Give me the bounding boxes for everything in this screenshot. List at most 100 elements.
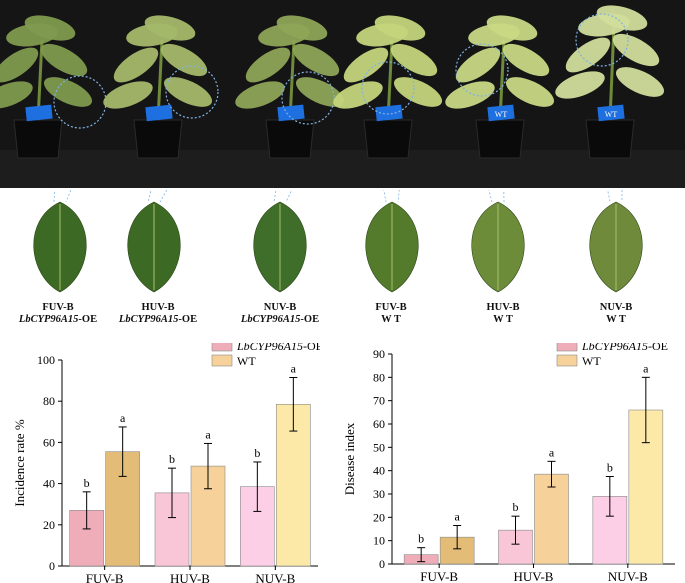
zoom-circle xyxy=(361,61,415,115)
pot-tag-label: WT xyxy=(605,110,618,119)
pot xyxy=(133,119,183,159)
y-tick-label: 60 xyxy=(373,417,385,431)
significance-letter: a xyxy=(549,445,555,459)
connector-line xyxy=(488,190,493,203)
pot-tag xyxy=(277,104,305,122)
plant-leaf xyxy=(43,77,93,107)
bar xyxy=(534,473,569,565)
plant-5: WT xyxy=(445,15,555,159)
plant-leaf xyxy=(113,47,159,83)
leaf-label-huv-wt: HUV-B W T xyxy=(486,302,520,325)
plant-leaf xyxy=(333,81,383,109)
y-axis-label: Disease index xyxy=(342,422,357,495)
pot-tag: WT xyxy=(597,104,625,122)
significance-letter: b xyxy=(513,500,519,514)
plant-leaf xyxy=(245,47,291,83)
plant-leaf xyxy=(0,81,33,109)
detached-leaf-4 xyxy=(365,190,419,293)
x-tick-label: FUV-B xyxy=(86,571,124,583)
zoom-circle xyxy=(281,71,335,125)
plant-leaf xyxy=(615,67,665,97)
leaf-label-fuv-oe: FUV-B LbCYP96A15-OE xyxy=(18,302,98,325)
plant-leaf xyxy=(276,15,328,41)
y-tick-label: 80 xyxy=(373,370,385,384)
significance-letter: b xyxy=(607,461,613,475)
significance-letter: a xyxy=(205,427,211,441)
pot-tag xyxy=(375,104,403,122)
y-tick-label: 80 xyxy=(43,394,55,408)
plant-3 xyxy=(235,15,345,159)
y-tick-label: 20 xyxy=(373,510,385,524)
leaf-label-fuv-wt: FUV-B W T xyxy=(375,302,407,325)
x-tick-label: NUV-B xyxy=(255,571,295,583)
plant-4 xyxy=(333,15,443,159)
pot xyxy=(585,119,635,159)
pot-tag xyxy=(145,104,173,122)
y-tick-label: 30 xyxy=(373,487,385,501)
leaf-label-huv-oe: HUV-B LbCYP96A15-OE xyxy=(118,302,198,325)
detached-leaf-3 xyxy=(253,190,307,293)
detached-leaf-6 xyxy=(589,190,643,293)
plant-leaf xyxy=(612,33,660,67)
significance-letter: a xyxy=(455,510,461,524)
legend-label: LbCYP96A15-OE xyxy=(581,343,668,353)
pot xyxy=(363,119,413,159)
disease-index-chart: 0 10 20 30 40 50 60 70 80 90 Disease index FUV-B b a H… xyxy=(342,343,675,583)
y-tick-label: 60 xyxy=(43,435,55,449)
connector-line xyxy=(285,190,293,203)
plant-leaf xyxy=(292,43,340,77)
connector-line xyxy=(65,190,72,203)
connector-line xyxy=(159,190,168,203)
connector-line xyxy=(53,190,56,203)
x-tick-label: HUV-B xyxy=(514,569,554,583)
x-tick-label: FUV-B xyxy=(420,569,458,583)
significance-letter: a xyxy=(120,411,126,425)
plant-leaf xyxy=(565,37,611,73)
pot-tag: WT xyxy=(487,104,515,122)
plant-leaf xyxy=(163,77,213,107)
bar xyxy=(592,496,628,565)
pot xyxy=(475,119,525,159)
plant-photo: WT WT xyxy=(0,0,685,188)
leaf-label-nuv-oe: NUV-B LbCYP96A15-OE xyxy=(240,302,320,325)
plant-leaf xyxy=(235,81,285,109)
plant-leaf xyxy=(596,5,648,31)
significance-letter: b xyxy=(254,446,260,460)
significance-letter: a xyxy=(643,361,649,375)
plant-leaf xyxy=(144,15,196,41)
zoom-circle xyxy=(455,43,509,97)
legend-swatch xyxy=(556,343,578,352)
y-tick-label: 50 xyxy=(373,440,385,454)
x-tick-label: NUV-B xyxy=(608,569,648,583)
legend-swatch xyxy=(556,354,578,367)
legend-swatch xyxy=(211,354,233,367)
detached-leaf-2 xyxy=(127,190,181,293)
pot xyxy=(13,119,63,159)
photo-bench xyxy=(0,150,685,188)
significance-letter: b xyxy=(418,532,424,546)
significance-letter: a xyxy=(291,362,297,376)
plant-leaf xyxy=(555,71,605,99)
plant-leaf xyxy=(24,15,76,41)
plant-leaf xyxy=(374,15,426,41)
y-tick-label: 40 xyxy=(373,464,385,478)
connector-line xyxy=(503,190,505,203)
significance-letter: b xyxy=(169,452,175,466)
y-tick-label: 70 xyxy=(373,394,385,408)
pot-tag-label: WT xyxy=(495,110,508,119)
legend-swatch xyxy=(211,343,233,352)
connector-line xyxy=(147,190,152,203)
significance-letter: b xyxy=(84,476,90,490)
y-tick-label: 90 xyxy=(373,347,385,361)
y-tick-label: 20 xyxy=(43,518,55,532)
plant-2 xyxy=(103,15,219,159)
pot-tag xyxy=(25,104,53,122)
plant-1 xyxy=(0,15,107,159)
y-tick-label: 10 xyxy=(373,534,385,548)
plant-leaf xyxy=(445,81,495,109)
y-tick-label: 40 xyxy=(43,477,55,491)
zoom-circle xyxy=(575,13,629,67)
pot-group: WT WT xyxy=(0,5,665,159)
plant-leaf xyxy=(103,81,153,109)
connector-line xyxy=(273,190,277,203)
